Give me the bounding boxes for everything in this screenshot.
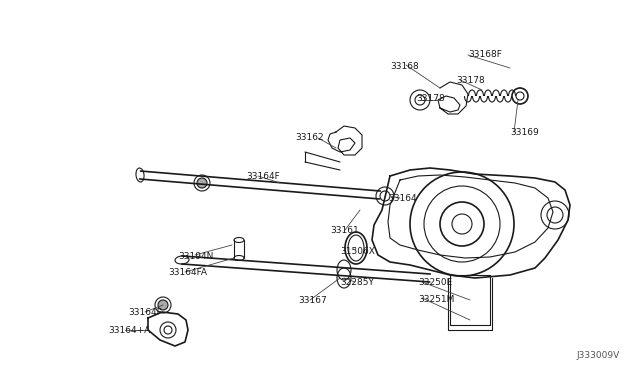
Text: 33250E: 33250E [418,278,452,287]
Text: 33161: 33161 [330,226,359,235]
Text: 33164F: 33164F [128,308,162,317]
Text: 33164F: 33164F [246,172,280,181]
Circle shape [197,178,207,188]
Text: 33164FA: 33164FA [168,268,207,277]
Text: 33167: 33167 [298,296,327,305]
Text: J333009V: J333009V [577,351,620,360]
Text: 33251M: 33251M [418,295,454,304]
Text: 32285Y: 32285Y [340,278,374,287]
Text: 33194N: 33194N [178,252,213,261]
Ellipse shape [175,256,189,264]
Text: 33164+A: 33164+A [108,326,150,335]
Text: 33178: 33178 [416,94,445,103]
Text: 33162: 33162 [295,133,324,142]
Text: 33169: 33169 [510,128,539,137]
Text: 33168F: 33168F [468,50,502,59]
Text: 31506X: 31506X [340,247,375,256]
Text: 33168: 33168 [390,62,419,71]
Circle shape [158,300,168,310]
Text: 33178: 33178 [456,76,484,85]
Ellipse shape [136,168,144,182]
Text: 33164: 33164 [388,194,417,203]
